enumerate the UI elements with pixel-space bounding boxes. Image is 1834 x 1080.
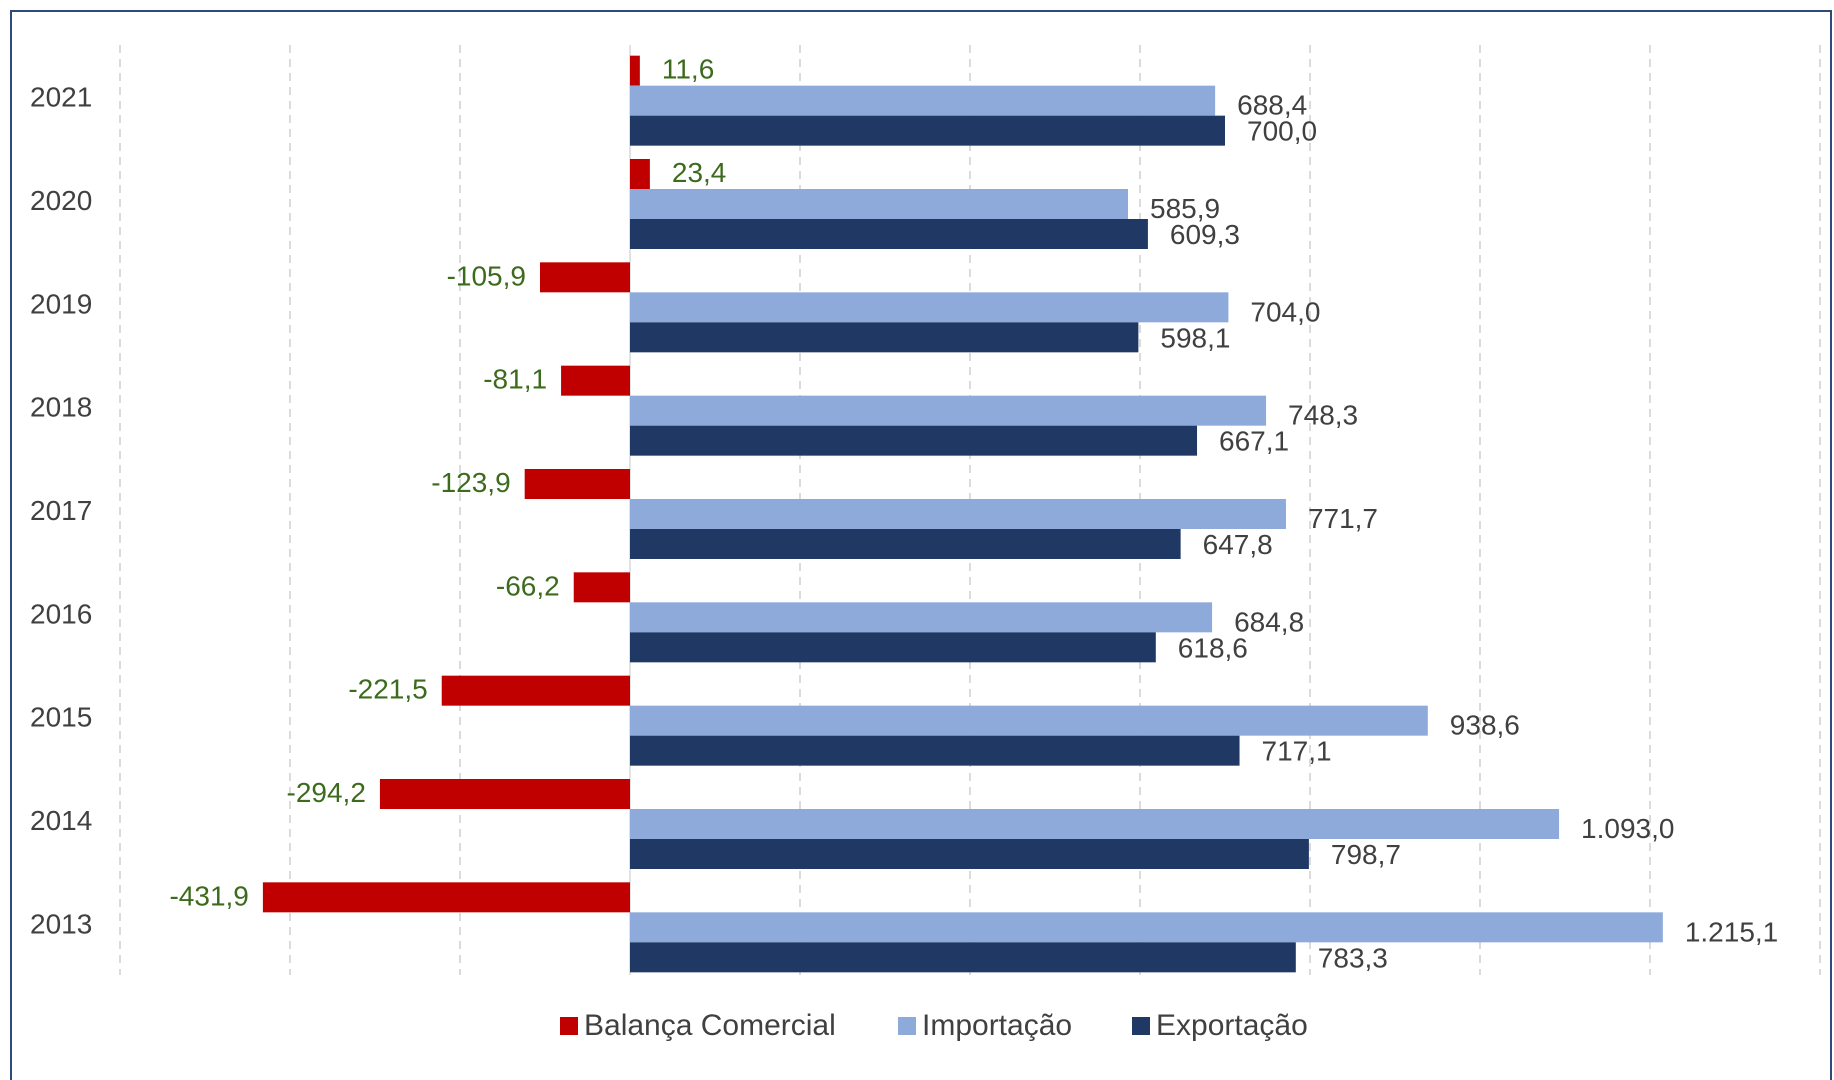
chart-frame (10, 10, 1832, 1080)
balance-value-label: -81,1 (483, 364, 547, 395)
balance-bar (441, 675, 630, 706)
export-bar (630, 219, 1148, 249)
import-value-label: 704,0 (1250, 296, 1320, 327)
balance-bar (524, 469, 630, 499)
balance-value-label: -431,9 (169, 880, 248, 911)
category-label: 2019 (30, 288, 92, 319)
import-bar (630, 85, 1216, 116)
import-bar (630, 499, 1286, 529)
import-bar (630, 292, 1229, 323)
legend-item-export-label: Exportação (1156, 1009, 1308, 1042)
import-value-label: 1.093,0 (1581, 813, 1674, 844)
balance-bar (630, 159, 650, 189)
export-value-label: 609,3 (1170, 219, 1240, 250)
category-label: 2013 (30, 908, 92, 939)
import-bar (630, 395, 1267, 426)
export-value-label: 618,6 (1178, 632, 1248, 663)
export-bar (630, 735, 1240, 766)
import-bar (630, 189, 1129, 219)
export-value-label: 598,1 (1160, 322, 1230, 353)
category-label: 2021 (30, 82, 92, 113)
import-bar (630, 912, 1663, 943)
import-bar (630, 705, 1428, 736)
export-value-label: 783,3 (1318, 942, 1388, 973)
balance-value-label: -105,9 (447, 260, 526, 291)
export-value-label: 667,1 (1219, 426, 1289, 457)
balance-value-label: 11,6 (662, 54, 714, 85)
export-value-label: 700,0 (1247, 116, 1317, 147)
balance-bar (262, 882, 630, 913)
export-value-label: 647,8 (1203, 529, 1273, 560)
export-bar (630, 839, 1309, 869)
import-value-label: 748,3 (1288, 400, 1358, 431)
export-bar (630, 425, 1198, 456)
import-value-label: 771,7 (1308, 503, 1378, 534)
balance-bar (561, 365, 630, 396)
category-label: 2020 (30, 185, 92, 216)
legend-item-balance-label: Balança Comercial (584, 1009, 836, 1042)
balance-bar (573, 572, 630, 603)
balance-bar (539, 262, 630, 293)
import-value-label: 938,6 (1450, 710, 1520, 741)
balance-value-label: -66,2 (496, 570, 560, 601)
import-value-label: 1.215,1 (1685, 916, 1778, 947)
category-label: 2017 (30, 495, 92, 526)
balance-value-label: -294,2 (287, 777, 366, 808)
category-labels: 2021 2020 2019 2018 2017 2016 2015 2014 2013 (30, 82, 92, 940)
export-value-label: 717,1 (1262, 736, 1332, 767)
export-bar (630, 529, 1181, 559)
export-bar (630, 942, 1296, 973)
legend-item-export-swatch (1132, 1017, 1150, 1035)
import-bar (630, 602, 1213, 633)
category-label: 2016 (30, 598, 92, 629)
legend-item-balance-swatch (560, 1017, 578, 1035)
balance-value-label: 23,4 (672, 157, 727, 188)
import-value-label: 684,8 (1234, 606, 1304, 637)
legend-item-import-swatch (898, 1017, 916, 1035)
import-value-label: 585,9 (1150, 193, 1220, 224)
import-bar (630, 809, 1560, 839)
export-value-label: 798,7 (1331, 839, 1401, 870)
balance-bar (630, 55, 640, 86)
category-label: 2015 (30, 702, 92, 733)
balance-bar (379, 779, 630, 809)
category-label: 2018 (30, 392, 92, 423)
export-bar (630, 115, 1225, 146)
bars (262, 55, 1663, 973)
legend: Balança Comercial Importação Exportação (560, 1009, 1308, 1042)
export-bar (630, 632, 1156, 663)
balance-value-label: -221,5 (348, 674, 427, 705)
category-label: 2014 (30, 805, 92, 836)
balance-value-label: -123,9 (431, 467, 510, 498)
import-value-label: 688,4 (1237, 90, 1307, 121)
legend-item-import-label: Importação (922, 1009, 1072, 1042)
export-bar (630, 322, 1139, 353)
